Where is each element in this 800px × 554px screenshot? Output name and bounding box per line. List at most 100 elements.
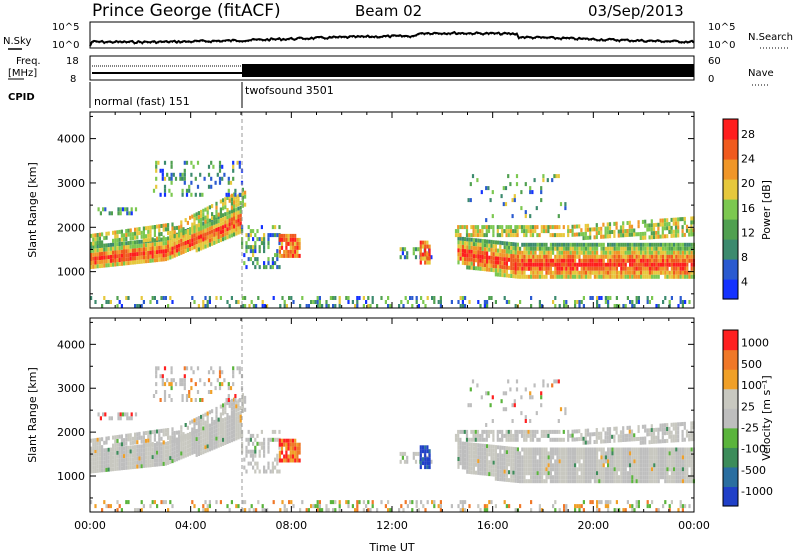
velocity-cell-631 [155, 382, 158, 387]
velocity-cell-1136 [516, 459, 519, 464]
velocity-cell-1399 [585, 451, 588, 456]
power-cell-1348 [571, 246, 574, 251]
power-cell-537 [178, 225, 181, 230]
velocity-cell-1942 [560, 437, 563, 442]
power-cell-30 [101, 243, 104, 248]
velocity-cell-1013 [483, 463, 486, 468]
power-cell-1087 [503, 265, 506, 270]
y-tick-label-0: 4000 [57, 133, 85, 146]
power-cell-772 [256, 237, 259, 242]
power-cell-1044 [492, 260, 495, 265]
power-cell-2107 [688, 228, 691, 233]
velocity-cell-1501 [611, 447, 614, 452]
velocity-cell-2131 [502, 391, 505, 396]
velocity-cell-1417 [589, 451, 592, 456]
velocity-cell-1181 [527, 471, 530, 476]
velocity-cell-1331 [567, 455, 570, 460]
power-cell-1711 [662, 266, 665, 271]
power-cell-895 [419, 252, 422, 257]
velocity-cell-1400 [585, 455, 588, 460]
velocity-cell-1313 [563, 455, 566, 460]
velocity-cell-1210 [536, 447, 539, 452]
velocity-cell-664 [183, 382, 186, 387]
power-cell-1947 [567, 233, 570, 238]
power-cell-1168 [525, 246, 528, 251]
power-cell-787 [263, 261, 266, 266]
velocity-cell-1287 [556, 459, 559, 464]
power-cell-1354 [571, 270, 574, 275]
velocity-cell-8 [92, 457, 95, 462]
power-cell-2279 [376, 304, 379, 308]
velocity-cell-1577 [629, 471, 632, 476]
velocity-cell-1158 [523, 447, 526, 452]
velocity-cell-1730 [666, 479, 669, 484]
velocity-cell-1364 [574, 479, 577, 484]
power-cell-45 [105, 255, 108, 260]
power-cell-1751 [673, 254, 676, 259]
velocity-cell-719 [97, 412, 100, 417]
power-cell-63 [112, 254, 115, 259]
velocity-cell-1642 [644, 479, 647, 484]
velocity-cell-238 [175, 453, 178, 458]
velocity-cell-2168 [90, 500, 93, 505]
velocity-cell-598 [224, 410, 227, 415]
velocity-cell-2233 [285, 508, 288, 513]
power-cell-1935 [551, 233, 554, 238]
velocity-cell-518 [162, 428, 165, 433]
power-cell-1661 [651, 242, 654, 247]
power-cell-1243 [543, 274, 546, 279]
power-cell-1251 [545, 270, 548, 275]
power-cell-2185 [140, 304, 143, 308]
power-cell-379 [224, 212, 227, 217]
velocity-cell-1079 [501, 473, 504, 478]
power-cell-1029 [488, 263, 491, 268]
velocity-cell-848 [291, 438, 295, 443]
velocity-cell-1964 [584, 436, 587, 441]
power-cell-1653 [648, 246, 651, 251]
velocity-cell-2257 [334, 500, 337, 505]
power-cell-2151 [531, 190, 534, 195]
velocity-cell-2142 [515, 387, 519, 392]
power-cell-2325 [494, 300, 497, 304]
power-cell-2268 [356, 300, 359, 304]
velocity-cell-2172 [105, 504, 108, 509]
power-cell-1999 [613, 229, 616, 234]
power-cell-2281 [384, 300, 387, 304]
velocity-cell-1108 [510, 454, 513, 459]
velocity-cell-1320 [565, 447, 568, 452]
velocity-cell-829 [283, 454, 286, 459]
velocity-cell-440 [94, 438, 97, 443]
power-cell-1225 [538, 270, 541, 275]
velocity-cell-1737 [668, 475, 671, 480]
velocity-cell-308 [200, 451, 203, 456]
power-cell-612 [235, 199, 238, 204]
power-cell-2089 [674, 225, 678, 230]
velocity-cell-1273 [552, 467, 555, 472]
power-cell-1930 [547, 225, 550, 230]
velocity-cell-1635 [644, 451, 647, 456]
velocity-cell-1211 [536, 451, 539, 456]
velocity-cell-578 [206, 419, 209, 424]
velocity-cell-905 [424, 457, 427, 462]
power-cell-966 [470, 257, 473, 262]
velocity-cell-1809 [686, 475, 689, 480]
power-cell-473 [127, 228, 130, 233]
velocity-cell-1683 [655, 463, 658, 468]
power-cell-15 [94, 256, 97, 261]
velocity-cell-1646 [646, 459, 649, 464]
power-cell-1177 [527, 250, 530, 255]
power-cell-76 [116, 258, 119, 263]
velocity-cell-245 [178, 456, 181, 461]
power-cell-869 [399, 247, 402, 252]
velocity-cell-958 [468, 462, 471, 467]
power-cell-1020 [486, 255, 489, 260]
power-cell-1699 [659, 250, 662, 255]
power-cell-1601 [635, 254, 638, 259]
velocity-cell-0 [90, 449, 93, 454]
velocity-cell-271 [189, 435, 192, 440]
power-cell-1454 [598, 262, 601, 267]
velocity-cell-824 [280, 446, 284, 451]
velocity-cell-402 [230, 422, 233, 427]
velocity-cell-331 [208, 427, 211, 432]
power-cell-1982 [600, 230, 603, 235]
